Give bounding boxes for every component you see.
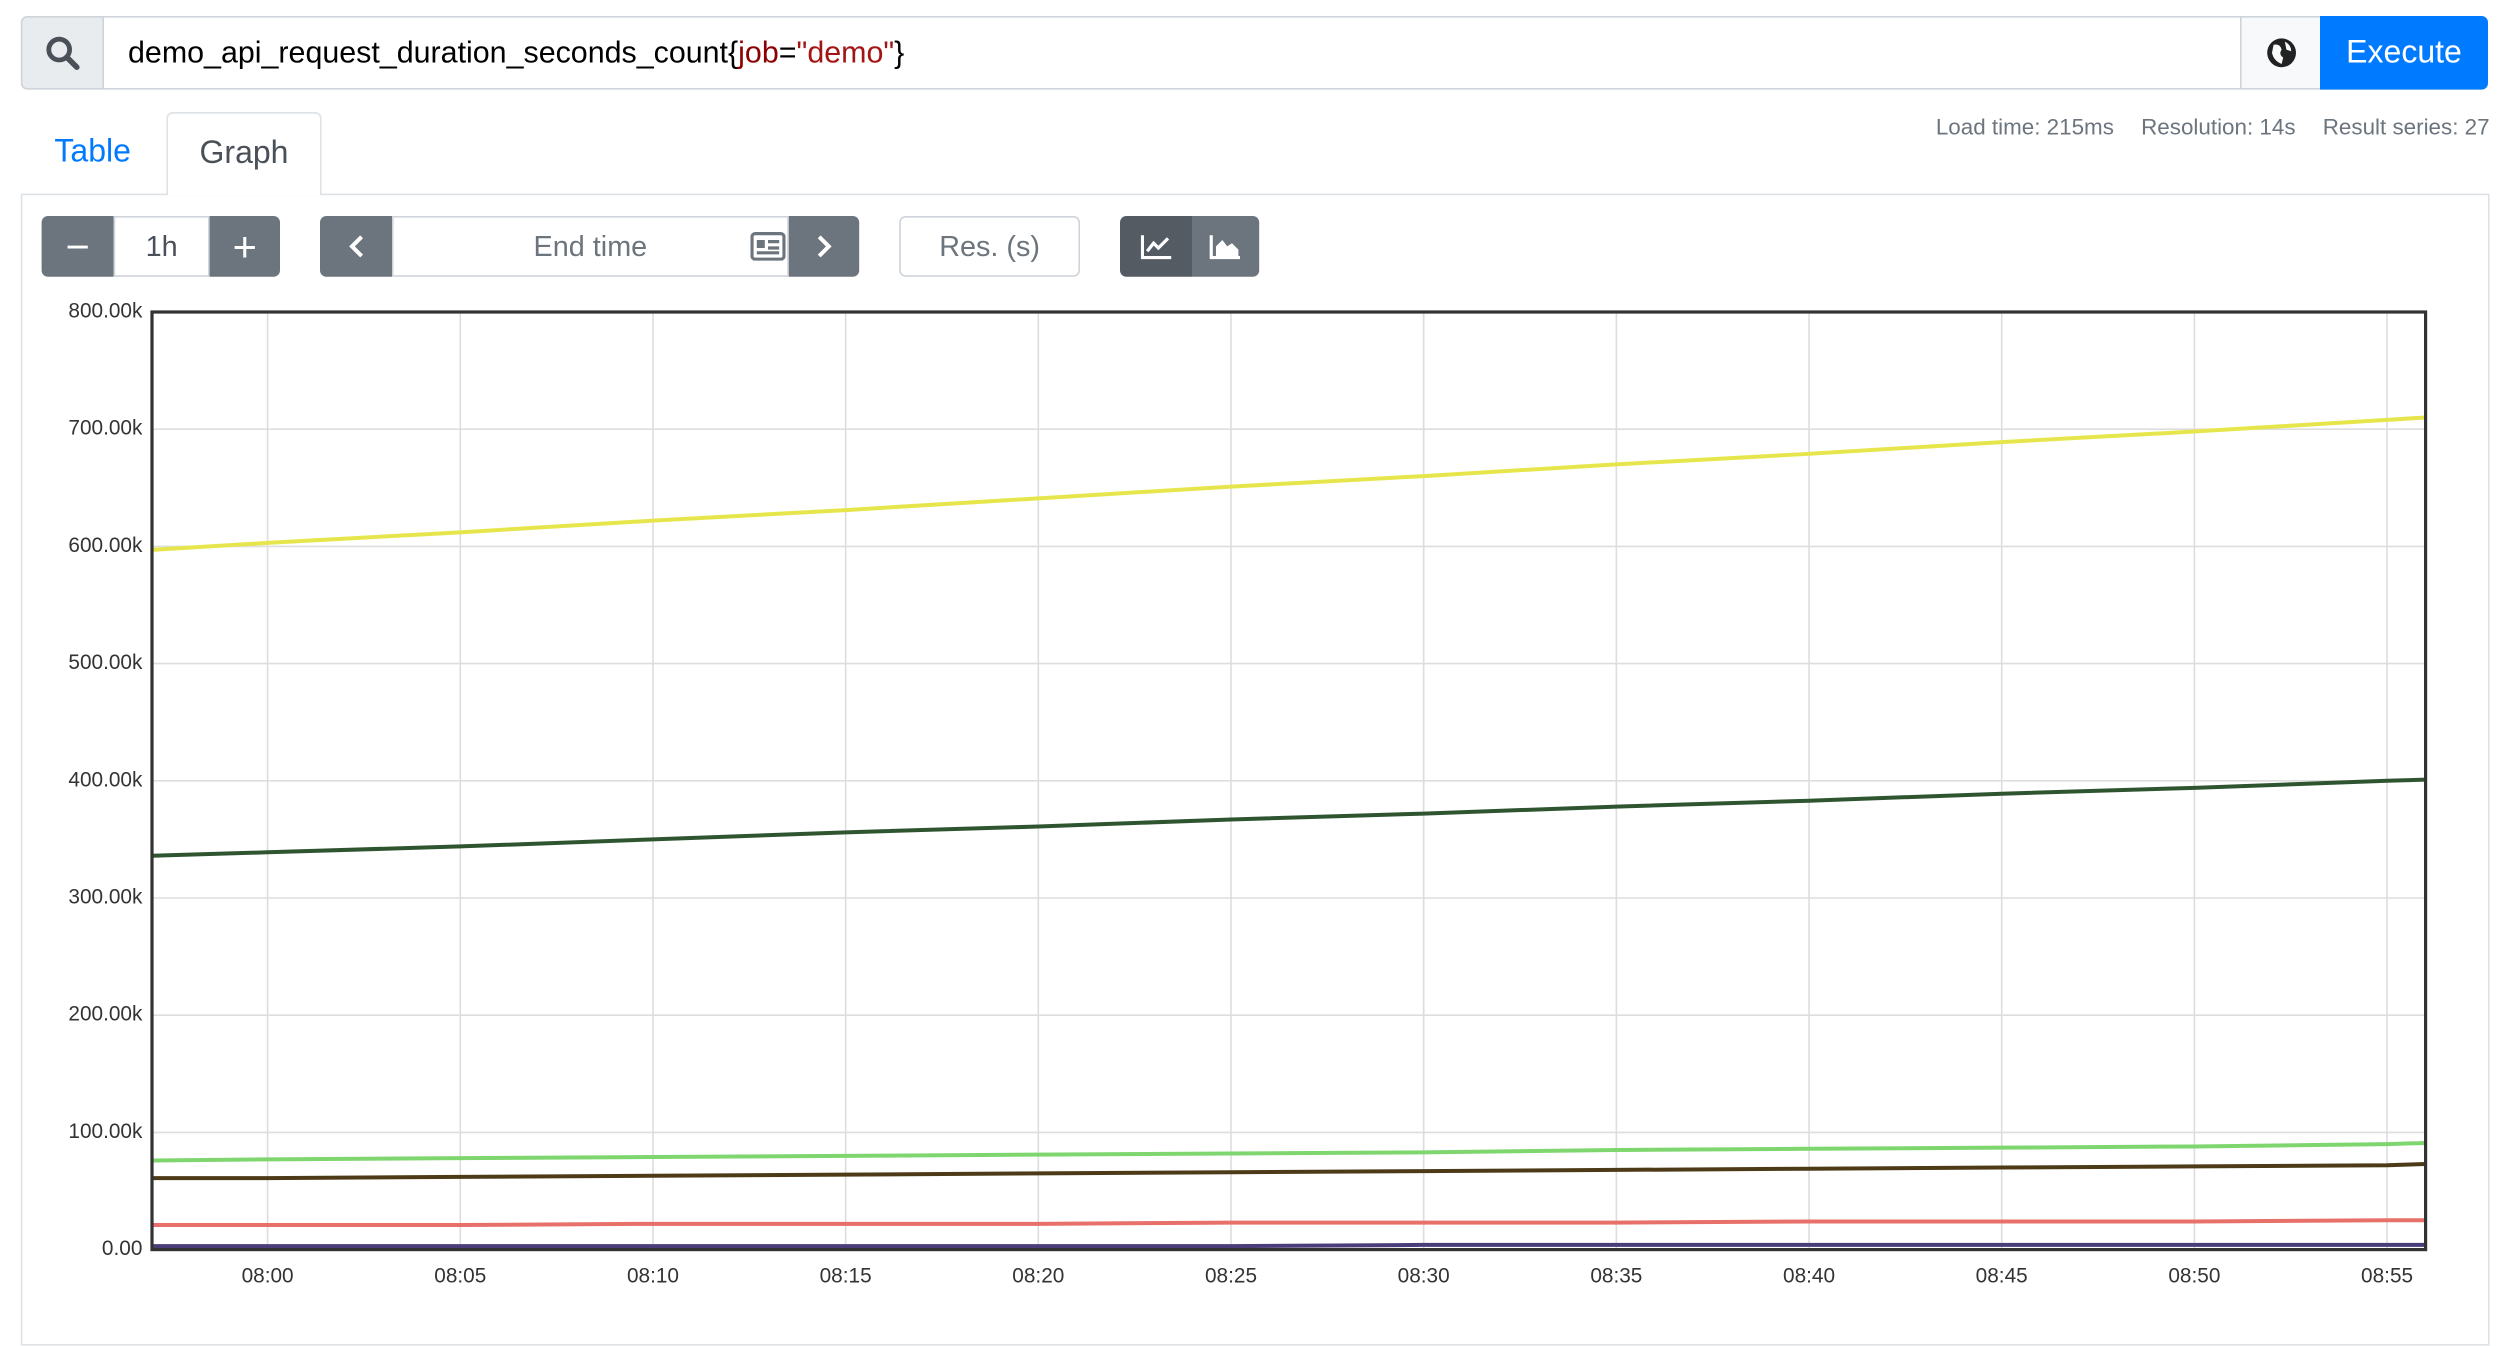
label-value: "demo": [796, 36, 895, 71]
x-tick-label: 08:50: [2168, 1264, 2220, 1287]
resolution-input[interactable]: Res. (s): [899, 216, 1080, 277]
x-tick-label: 08:00: [242, 1264, 294, 1287]
resolution: Resolution: 14s: [2141, 113, 2296, 140]
y-tick-label: 400.00k: [68, 768, 143, 791]
tab-table[interactable]: Table: [54, 134, 131, 170]
area-chart-icon: [1209, 235, 1240, 260]
series-line: [152, 1218, 2426, 1227]
query-stats: Load time: 215ms Resolution: 14s Result se…: [1936, 114, 2490, 140]
result-series: Result series: 27: [2322, 113, 2490, 140]
calendar-icon[interactable]: [750, 232, 786, 261]
range-input[interactable]: 1h: [113, 216, 210, 277]
series-line: [151, 1140, 2426, 1163]
previous-time[interactable]: [320, 216, 392, 277]
end-time-input[interactable]: End time: [392, 216, 789, 277]
x-tick-label: 08:15: [820, 1264, 872, 1287]
y-tick-label: 0.00: [102, 1237, 142, 1260]
next-time[interactable]: [788, 216, 860, 277]
brace: }: [894, 36, 905, 71]
series-line: [151, 777, 2426, 858]
y-tick-label: 500.00k: [68, 651, 143, 674]
metric-name: demo_api_request_duration_seconds_count: [128, 36, 728, 71]
series-line: [151, 415, 2426, 552]
chevron-right: [817, 235, 832, 258]
x-tick-label: 08:35: [1590, 1264, 1642, 1287]
series-line: [152, 1162, 2426, 1181]
graph: 0.00 100.00k 200.00k 300.00k 400.00k 500.00k 6…: [68, 300, 2428, 1287]
plot-border: [150, 310, 2428, 1252]
y-tick-label: 800.00k: [68, 300, 143, 323]
chevron-left: [348, 235, 363, 258]
globe-icon: [2266, 38, 2296, 68]
prometheus-ui: demo_api_request_duration_seconds_count{…: [20, 16, 2490, 1346]
series-line: [152, 1242, 2426, 1249]
label-name: job: [738, 36, 779, 71]
x-tick-label: 08:10: [627, 1264, 679, 1287]
y-tick-label: 700.00k: [68, 417, 143, 440]
y-tick-label: 300.00k: [68, 886, 143, 909]
x-tick-label: 08:55: [2361, 1264, 2413, 1287]
y-tick-label: 100.00k: [68, 1120, 143, 1143]
metrics-explorer-button[interactable]: [2240, 16, 2322, 90]
increase-range[interactable]: +: [209, 216, 280, 277]
stacked-button[interactable]: [1192, 216, 1260, 277]
query-input[interactable]: demo_api_request_duration_seconds_count{…: [102, 16, 2242, 90]
y-tick-label: 200.00k: [68, 1003, 143, 1026]
x-tick-label: 08:05: [434, 1264, 486, 1287]
x-tick-label: 08:20: [1012, 1264, 1064, 1287]
line-chart-icon: [1140, 235, 1171, 260]
x-tick-label: 08:40: [1783, 1264, 1835, 1287]
tab-graph[interactable]: Graph: [166, 112, 322, 196]
x-tick-label: 08:25: [1205, 1264, 1257, 1287]
brace: {: [728, 36, 739, 71]
y-tick-label: 600.00k: [68, 534, 143, 557]
unstacked-button[interactable]: [1120, 216, 1192, 277]
x-tick-label: 08:45: [1976, 1264, 2028, 1287]
execute-button[interactable]: Execute: [2320, 16, 2488, 90]
decrease-range[interactable]: −: [41, 216, 114, 277]
page: demo_api_request_duration_seconds_count{…: [20, 16, 2490, 1346]
load-time: Load time: 215ms: [1935, 113, 2114, 140]
operator: =: [778, 36, 797, 71]
x-tick-label: 08:30: [1398, 1264, 1450, 1287]
search-icon-box: [20, 16, 104, 90]
search-icon: [46, 36, 80, 71]
